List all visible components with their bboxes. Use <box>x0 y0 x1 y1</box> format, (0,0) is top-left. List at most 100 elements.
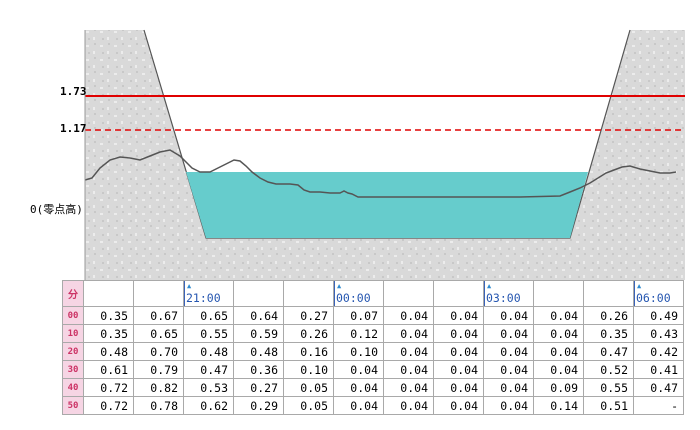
level-value-cell: 0.59 <box>233 324 284 343</box>
time-marker: ▲ 03:00 <box>484 281 533 306</box>
level-value-cell: 0.62 <box>183 396 234 415</box>
level-value-cell: 0.35 <box>83 324 134 343</box>
level-value-cell: 0.35 <box>583 324 634 343</box>
level-value-cell: 0.48 <box>183 342 234 361</box>
level-value-cell: 0.41 <box>633 360 684 379</box>
level-value-cell: 0.67 <box>133 306 184 325</box>
minute-label: 20 <box>62 342 84 361</box>
level-value-cell: 0.05 <box>283 378 334 397</box>
minute-header-cell: 分 <box>62 280 84 307</box>
level-value-cell: 0.04 <box>483 360 534 379</box>
level-value-cell: 0.04 <box>533 342 584 361</box>
time-mark-cell: ▲ 06:00 <box>633 280 684 307</box>
level-value-cell: 0.47 <box>583 342 634 361</box>
level-value-cell: 0.10 <box>283 360 334 379</box>
level-value-cell: 0.27 <box>283 306 334 325</box>
level-value-cell: 0.26 <box>283 324 334 343</box>
level-value-cell: 0.16 <box>283 342 334 361</box>
level-value-cell: 0.14 <box>533 396 584 415</box>
time-marker: ▲ 21:00 <box>184 281 233 306</box>
minute-label: 40 <box>62 378 84 397</box>
time-mark-cell <box>283 280 334 307</box>
level-value-cell: 0.51 <box>583 396 634 415</box>
level-value-cell: 0.04 <box>433 306 484 325</box>
time-mark-cell <box>83 280 134 307</box>
table-row: 40 0.72 0.82 0.53 0.27 0.05 0.04 0.04 0.04 0.04 0.… <box>62 378 684 397</box>
level-value-cell: 0.47 <box>183 360 234 379</box>
level-value-cell: 0.04 <box>433 360 484 379</box>
level-value-cell: 0.04 <box>333 396 384 415</box>
level-value-cell: 0.05 <box>283 396 334 415</box>
time-marker: ▲ 00:00 <box>334 281 383 306</box>
level-value-cell: 0.04 <box>383 360 434 379</box>
minute-label: 30 <box>62 360 84 379</box>
level-value-cell: 0.35 <box>83 306 134 325</box>
level-value-cell: 0.04 <box>433 324 484 343</box>
table-row: 10 0.35 0.65 0.55 0.59 0.26 0.12 0.04 0.04 0.04 0.… <box>62 324 684 343</box>
level-value-cell: 0.04 <box>483 324 534 343</box>
table-row: 00 0.35 0.67 0.65 0.64 0.27 0.07 0.04 0.04 0.04 0.… <box>62 306 684 325</box>
table-row: 50 0.72 0.78 0.62 0.29 0.05 0.04 0.04 0.04 0.04 0.… <box>62 396 684 415</box>
level-line-2-label: 1.17 <box>60 122 87 135</box>
level-value-cell: 0.04 <box>533 360 584 379</box>
level-value-cell: 0.04 <box>433 396 484 415</box>
level-value-cell: 0.10 <box>333 342 384 361</box>
level-value-cell: 0.27 <box>233 378 284 397</box>
level-value-cell: 0.29 <box>233 396 284 415</box>
river-cross-section <box>84 29 685 280</box>
time-mark-label: 06:00 <box>636 291 671 305</box>
time-marker: ▲ 06:00 <box>634 281 683 306</box>
level-value-cell: 0.43 <box>633 324 684 343</box>
level-value-cell: 0.78 <box>133 396 184 415</box>
level-value-cell: 0.04 <box>383 306 434 325</box>
level-value-cell: 0.04 <box>383 324 434 343</box>
level-value-cell: 0.12 <box>333 324 384 343</box>
level-value-cell: 0.48 <box>83 342 134 361</box>
level-value-cell: - <box>633 396 684 415</box>
triangle-marker-icon: ▲ <box>337 282 342 290</box>
level-value-cell: 0.04 <box>333 378 384 397</box>
level-value-cell: 0.72 <box>83 396 134 415</box>
triangle-marker-icon: ▲ <box>187 282 192 290</box>
level-value-cell: 0.82 <box>133 378 184 397</box>
level-value-cell: 0.65 <box>183 306 234 325</box>
level-value-cell: 0.79 <box>133 360 184 379</box>
level-value-cell: 0.47 <box>633 378 684 397</box>
level-value-cell: 0.04 <box>333 360 384 379</box>
table-row: 30 0.61 0.79 0.47 0.36 0.10 0.04 0.04 0.04 0.04 0.… <box>62 360 684 379</box>
minute-label: 00 <box>62 306 84 325</box>
level-value-cell: 0.52 <box>583 360 634 379</box>
water-level-table: 分 ▲ 21:00 ▲ 00:00 ▲ 03:00 ▲ 06:00 00 0.35 0.67 0.65 0… <box>62 280 684 415</box>
time-mark-cell: ▲ 03:00 <box>483 280 534 307</box>
water-level-trace <box>84 149 677 198</box>
time-mark-cell <box>233 280 284 307</box>
level-value-cell: 0.65 <box>133 324 184 343</box>
water-area <box>186 172 588 238</box>
time-mark-cell <box>383 280 434 307</box>
level-value-cell: 0.42 <box>633 342 684 361</box>
time-mark-cell <box>433 280 484 307</box>
level-value-cell: 0.55 <box>583 378 634 397</box>
level-value-cell: 0.09 <box>533 378 584 397</box>
level-value-cell: 0.07 <box>333 306 384 325</box>
level-value-cell: 0.04 <box>483 342 534 361</box>
level-value-cell: 0.04 <box>383 342 434 361</box>
triangle-marker-icon: ▲ <box>487 282 492 290</box>
time-mark-cell: ▲ 00:00 <box>333 280 384 307</box>
level-value-cell: 0.70 <box>133 342 184 361</box>
level-value-cell: 0.36 <box>233 360 284 379</box>
triangle-marker-icon: ▲ <box>637 282 642 290</box>
level-value-cell: 0.04 <box>483 396 534 415</box>
level-value-cell: 0.04 <box>483 306 534 325</box>
time-mark-label: 03:00 <box>486 291 521 305</box>
time-mark-cell <box>583 280 634 307</box>
time-mark-label: 21:00 <box>186 291 221 305</box>
riverbank-ground <box>85 30 685 280</box>
time-mark-label: 00:00 <box>336 291 371 305</box>
level-value-cell: 0.64 <box>233 306 284 325</box>
level-value-cell: 0.04 <box>433 378 484 397</box>
level-value-cell: 0.55 <box>183 324 234 343</box>
table-body: 分 ▲ 21:00 ▲ 00:00 ▲ 03:00 ▲ 06:00 00 0.35 0.67 0.65 0… <box>62 280 684 415</box>
time-mark-cell <box>133 280 184 307</box>
level-value-cell: 0.61 <box>83 360 134 379</box>
